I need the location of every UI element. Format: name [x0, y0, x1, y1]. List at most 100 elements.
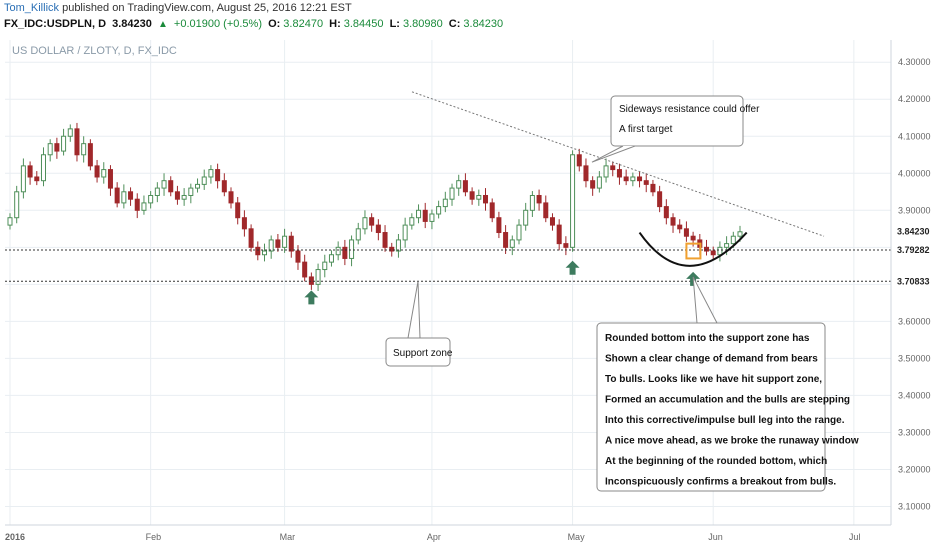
x-tick-label: Mar: [280, 532, 296, 542]
candle-body: [657, 191, 663, 208]
candle-body: [121, 191, 127, 204]
candle-body: [663, 206, 669, 219]
candles: [7, 122, 743, 292]
candle-body: [362, 217, 368, 230]
candle-body: [670, 217, 676, 226]
candle-body: [677, 224, 683, 230]
y-tick-label: 3.10000: [898, 501, 931, 511]
support-lower-tag: 3.70833: [893, 274, 931, 289]
candle-body: [101, 169, 107, 178]
candle-body: [616, 169, 622, 178]
y-tick-label: 4.30000: [898, 57, 931, 67]
ohlc-legend: FX_IDC:USDPLN, D 3.84230 ▲ +0.01900 (+0.…: [4, 18, 506, 30]
y-tick-label: 3.30000: [898, 427, 931, 437]
candle-body: [496, 217, 502, 234]
candle-body: [489, 202, 495, 219]
open-value: 3.82470: [283, 18, 324, 30]
candle-body: [549, 217, 555, 226]
support-upper-tag-bg: [893, 242, 931, 257]
candle-body: [221, 180, 227, 193]
annotations: Sideways resistance could offer A first t…: [304, 95, 859, 492]
candle-body: [436, 206, 442, 215]
x-tick-label: May: [568, 532, 586, 542]
candle-body: [355, 228, 361, 241]
x-tick-label: Feb: [146, 532, 162, 542]
candle-body: [215, 169, 221, 182]
candle-body: [107, 169, 113, 189]
publish-date: published on TradingView.com, August 25,…: [62, 2, 352, 14]
candle-body: [255, 246, 261, 256]
x-tick-label: Jun: [708, 532, 723, 542]
candle-body: [228, 191, 234, 204]
candle-body: [422, 209, 428, 222]
candle-body: [409, 217, 415, 226]
y-tick-label: 4.00000: [898, 168, 931, 178]
candle-body: [683, 228, 689, 237]
rounded-bottom-curve: [638, 231, 748, 267]
y-tick-label: 3.60000: [898, 316, 931, 326]
last-price-tag-text: 3.84230: [897, 227, 930, 237]
candle-body: [134, 198, 140, 211]
candle-body: [482, 194, 489, 204]
candle-body: [295, 250, 301, 263]
resistance-trendline: [411, 91, 825, 237]
rounded-callout-text: At the beginning of the rounded bottom, …: [605, 456, 827, 467]
candle-body: [141, 202, 147, 211]
candle-body: [637, 176, 643, 182]
candle-body: [261, 250, 268, 256]
time-axis[interactable]: 2016FebMarAprMayJunJulAugSepOct: [5, 524, 932, 542]
rounded-callout-text: Rounded bottom into the support zone has: [605, 333, 810, 344]
candle-body: [503, 232, 509, 248]
support-callout-text: Support zone: [393, 348, 453, 359]
candle-body: [416, 209, 422, 219]
candle-body: [27, 165, 33, 178]
candle-body: [87, 143, 93, 167]
candle-body: [161, 180, 167, 189]
close-label: C:: [448, 18, 461, 30]
grid: [5, 40, 891, 525]
candle-body: [529, 194, 535, 211]
candle-body: [556, 224, 562, 245]
rounded-callout-pointer: [692, 276, 718, 324]
last-price-tag: 3.84230: [893, 224, 931, 239]
candle-body: [201, 176, 207, 185]
candle-body: [128, 191, 134, 200]
candle-body: [282, 235, 288, 248]
candle-body: [462, 180, 468, 193]
candle-body: [174, 191, 180, 200]
candle-body: [14, 191, 20, 219]
low-label: L:: [389, 18, 400, 30]
candle-body: [275, 239, 281, 248]
resistance-callout-pointer: [591, 145, 636, 163]
chart-title: US DOLLAR / ZLOTY, D, FX_IDC: [12, 45, 177, 57]
candle-body: [342, 246, 348, 259]
y-tick-label: 4.10000: [898, 131, 931, 141]
resistance-callout-text: A first target: [619, 124, 673, 135]
candle-body: [690, 235, 696, 241]
high-value: 3.84450: [343, 18, 384, 30]
y-tick-label: 3.50000: [898, 353, 931, 363]
rounded-callout-text: A nice move ahead, as we broke the runaw…: [605, 436, 859, 447]
candle-body: [94, 165, 100, 178]
candle-body: [429, 213, 435, 222]
price-axis[interactable]: 4.300004.200004.100004.000003.900003.800…: [890, 40, 931, 525]
candle-body: [563, 243, 569, 248]
candle-body: [328, 254, 334, 263]
x-tick-label: Apr: [427, 532, 441, 542]
last-price: 3.84230: [112, 18, 152, 30]
rounded-callout-text: Shown a clear change of demand from bear…: [605, 354, 818, 365]
candle-body: [302, 261, 308, 278]
candle-body: [235, 202, 241, 219]
author-link[interactable]: Tom_Killick: [4, 2, 60, 14]
candle-body: [81, 143, 87, 156]
resistance-callout-box: [610, 95, 744, 147]
price-change: +0.01900 (+0.5%): [173, 18, 262, 30]
candle-body: [248, 228, 254, 248]
candle-body: [74, 128, 80, 156]
y-tick-label: 4.20000: [898, 94, 931, 104]
candle-body: [730, 235, 736, 245]
candle-body: [40, 154, 46, 182]
candle-body: [583, 165, 589, 182]
candle-body: [643, 180, 649, 185]
